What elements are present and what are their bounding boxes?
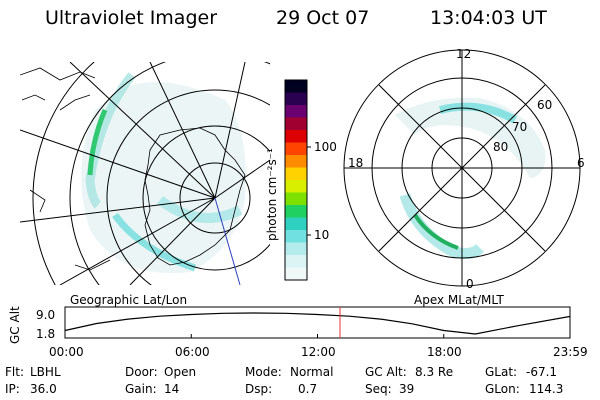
colorbar-swatch: [285, 192, 307, 206]
colorbar-swatch: [285, 80, 307, 93]
colorbar-swatch: [285, 167, 307, 181]
mlat-label-80: 80: [493, 140, 509, 154]
x-tick-label-1800: 18:00: [427, 345, 462, 359]
ip-label: IP:: [5, 382, 20, 396]
instrument-title: Ultraviolet Imager: [45, 7, 218, 29]
seq-label: Seq:: [365, 382, 392, 396]
glat-value: -67.1: [526, 365, 558, 379]
mlt-label-0: 0: [466, 277, 474, 291]
colorbar-tick-label-100: 100: [314, 140, 337, 154]
colorbar-swatch: [285, 255, 307, 268]
aurora-arc-dusk: [112, 212, 197, 272]
ip-value: 36.0: [30, 382, 57, 396]
apex-polar-content: [395, 97, 546, 259]
mlat-label-70: 70: [512, 120, 528, 134]
colorbar-swatch: [285, 117, 307, 131]
flt-label: Flt:: [5, 365, 24, 379]
aurora-arc-bright: [87, 109, 108, 176]
dsp-label: Dsp:: [245, 382, 273, 396]
geographic-map-content: [20, 62, 270, 285]
door-value: Open: [164, 365, 197, 379]
glat-label: GLat:: [485, 365, 518, 379]
apex-panel-label: Apex MLat/MLT: [414, 293, 504, 307]
colorbar-swatch: [285, 205, 307, 218]
gain-value: 14: [164, 382, 180, 396]
colorbar-swatch: [285, 267, 307, 281]
colorbar-swatch: [285, 105, 307, 118]
mlt-label-6: 6: [577, 156, 585, 170]
oval-arc-bright: [413, 213, 459, 250]
meridians: [20, 62, 270, 285]
date-label: 29 Oct 07: [276, 7, 370, 29]
timeline-frame: [64, 306, 571, 339]
x-tick-label-0000: 00:00: [49, 345, 84, 359]
oval-arc-dusk: [399, 193, 484, 259]
seq-value: 39: [399, 382, 415, 396]
y-tick-label-9-0: 9.0: [36, 308, 56, 322]
y-axis-label: GC Alt: [8, 306, 22, 344]
latitude-circles: [32, 62, 270, 285]
x-tick-label-1200: 12:00: [301, 345, 336, 359]
door-label: Door:: [125, 365, 158, 379]
colorbar-swatch: [285, 242, 307, 256]
gc-alt-label: GC Alt:: [365, 365, 407, 379]
colorbar-swatch: [285, 92, 307, 106]
time-label: 13:04:03 UT: [430, 7, 547, 29]
colorbar-swatch: [285, 180, 307, 193]
colorbar-swatches: [285, 80, 307, 281]
coastlines: [20, 67, 246, 271]
mode-label: Mode:: [245, 365, 282, 379]
mlt-label-18: 18: [348, 156, 364, 170]
mode-value: Normal: [290, 365, 334, 379]
timeline-x-ticks: [64, 334, 571, 338]
gc-alt-series-line: [64, 312, 570, 335]
oval-arc-cusp: [439, 102, 517, 124]
flt-value: LBHL: [30, 365, 61, 379]
colorbar-swatch: [285, 230, 307, 243]
gc-alt-value: 8.3 Re: [415, 365, 454, 379]
colorbar-swatch: [285, 217, 307, 231]
geographic-panel-label: Geographic Lat/Lon: [70, 293, 188, 307]
y-tick-label-1-8: 1.8: [36, 327, 56, 341]
colorbar-tick-label-10: 10: [314, 228, 330, 242]
glon-value: 114.3: [529, 382, 564, 396]
gain-label: Gain:: [125, 382, 157, 396]
aurora-patch: [157, 195, 243, 223]
colorbar-swatch: [285, 130, 307, 143]
colorbar-swatch: [285, 155, 307, 168]
mlt-label-12: 12: [456, 47, 472, 61]
polar-grid: [343, 49, 581, 287]
colorbar-swatch: [285, 142, 307, 156]
glon-label: GLon:: [485, 382, 520, 396]
x-tick-label-2359: 23:59: [553, 345, 588, 359]
colorbar-frame: [284, 79, 308, 281]
mlat-label-60: 60: [537, 98, 553, 112]
x-tick-label-0600: 06:00: [175, 345, 210, 359]
dsp-value: 0.7: [298, 382, 318, 396]
